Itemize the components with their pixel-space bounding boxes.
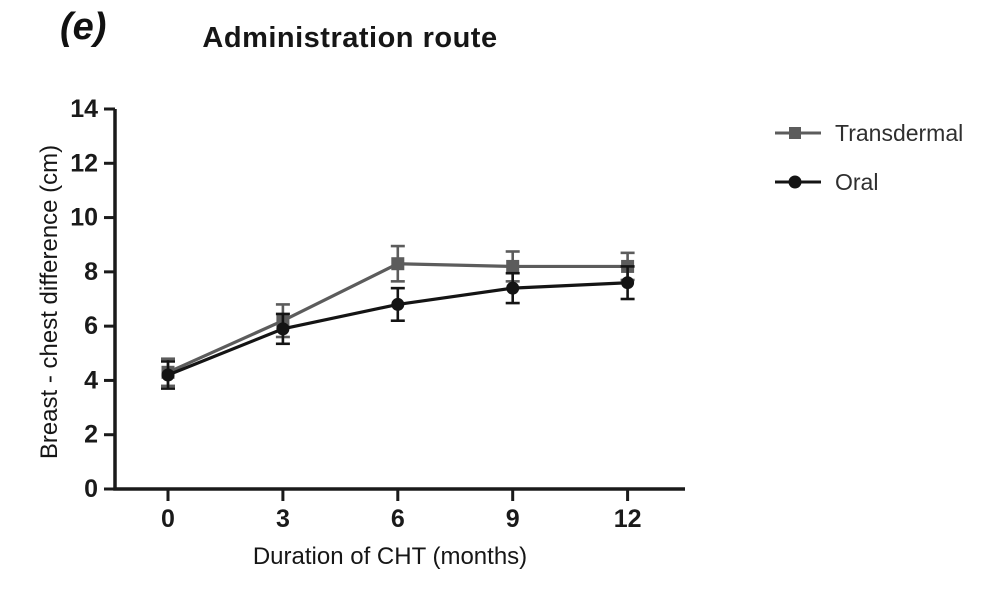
marker-circle-icon <box>276 322 290 336</box>
y-axis-label: Breast - chest difference (cm) <box>36 144 63 460</box>
legend-marker-square-icon <box>775 127 821 139</box>
marker-circle-icon <box>391 297 405 311</box>
legend: Transdermal Oral <box>775 115 963 213</box>
marker-circle-icon <box>506 281 520 295</box>
y-tick-label: 12 <box>70 149 98 177</box>
x-tick-label: 9 <box>506 505 520 533</box>
legend-item-label: Transdermal <box>835 119 964 146</box>
legend-item-label: Oral <box>835 168 879 195</box>
y-tick-label: 14 <box>70 95 98 123</box>
legend-item-transdermal: Transdermal <box>775 115 963 151</box>
marker-circle-icon <box>161 368 175 382</box>
x-axis-label: Duration of CHT (months) <box>252 543 528 570</box>
legend-marker-circle-icon <box>775 175 821 189</box>
y-tick-label: 0 <box>84 475 98 503</box>
y-tick-label: 4 <box>84 366 98 394</box>
y-tick-label: 8 <box>84 258 98 286</box>
y-tick-label: 6 <box>84 312 98 340</box>
marker-circle-icon <box>621 276 635 290</box>
marker-square-icon <box>391 257 405 271</box>
marker-square-icon <box>506 259 520 273</box>
y-tick-label: 10 <box>70 204 98 232</box>
y-tick-label: 2 <box>84 421 98 449</box>
x-tick-label: 6 <box>391 505 405 533</box>
chart-title: Administration route <box>202 22 498 54</box>
panel-label: (e) <box>60 6 107 48</box>
x-tick-label: 0 <box>161 505 175 533</box>
x-tick-label: 12 <box>614 505 642 533</box>
legend-item-oral: Oral <box>775 164 963 200</box>
x-tick-label: 3 <box>276 505 290 533</box>
